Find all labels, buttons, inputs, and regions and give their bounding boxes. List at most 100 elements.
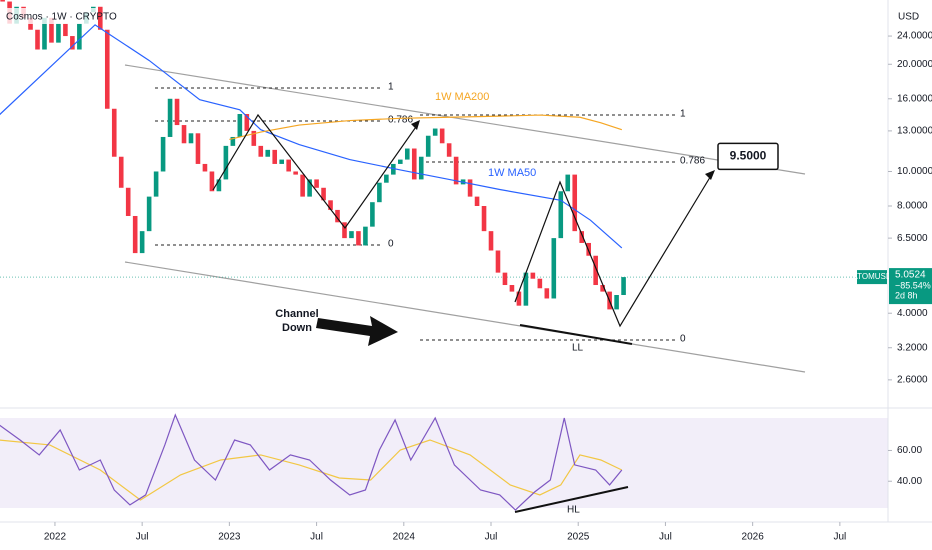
x-tick-label: 2025 [567,532,590,543]
y-tick-label: 8.0000 [897,201,928,212]
hl-line [514,486,629,513]
candle [544,288,550,299]
rsi-tick-label: 60.00 [897,445,922,456]
candle [342,222,347,239]
x-tick-label: Jul [136,532,149,543]
arrowhead [411,120,420,130]
candle [391,163,396,175]
candle [188,133,194,144]
candle [453,156,459,185]
candle [77,23,82,50]
candle [349,231,354,239]
candle [251,130,257,146]
candle [63,23,68,37]
x-tick-label: 2026 [742,532,765,543]
candle [209,171,215,192]
candle [181,125,187,144]
x-tick-label: 2024 [393,532,416,543]
candle [551,238,557,299]
candle [237,114,243,137]
candle [516,291,522,306]
target-box [717,142,779,171]
candle [167,98,173,137]
channel-label: Channel [275,308,318,320]
candle [70,36,75,50]
candle [509,285,515,292]
zigzag [212,113,419,230]
candle [104,29,110,109]
candle [474,196,480,207]
ma200-label: 1W MA200 [435,91,489,103]
x-tick-label: Jul [833,532,846,543]
candle [56,23,61,43]
price-box [889,268,932,305]
candle [488,231,494,251]
candle [558,191,564,239]
candle [118,156,124,188]
candle [35,29,40,50]
candle [244,114,250,131]
candle [195,133,201,164]
candle [307,179,312,197]
candle [523,272,529,306]
y-tick-label: 20.0000 [897,59,932,70]
candle [502,272,508,286]
candle [356,231,361,246]
candle [314,179,319,188]
candle [230,136,236,146]
candle [481,206,487,232]
symbol-box [857,270,887,285]
candle [593,255,598,286]
change-label: −85.54% [895,280,931,290]
candle [321,187,326,201]
candle [600,285,605,292]
candle [160,136,166,172]
y-tick-label: 13.0000 [897,126,932,137]
channel-label: Down [282,322,312,334]
ll-label: LL [572,343,584,354]
candle [42,17,47,50]
candle [286,159,291,172]
candle [272,149,278,164]
hl-label: HL [567,505,580,516]
ma-line [229,114,623,141]
candle [49,17,54,43]
fib-label: 0 [388,239,394,250]
candle [418,156,424,180]
y-tick-label: 24.0000 [897,31,932,42]
candle [565,174,571,192]
fib-label: 1 [680,109,686,120]
countdown-label: 2d 8h [895,290,918,300]
candle [377,182,382,203]
candle [153,171,159,197]
rsi-line [0,413,623,511]
fib-label: 0 [680,334,686,345]
candle [579,231,585,243]
rsi-band [0,418,888,508]
candle [432,128,438,136]
y-tick-label: 16.0000 [897,93,932,104]
x-tick-label: Jul [485,532,498,543]
candle [537,278,543,289]
x-tick-label: Jul [659,532,672,543]
candle [328,200,333,210]
price-label: 5.0524 [895,270,926,281]
y-tick-label: 3.2000 [897,342,928,353]
candle [384,174,389,183]
candle [335,209,340,223]
candle [467,179,473,197]
x-tick-label: 2022 [44,532,67,543]
channel-arrow [316,316,398,346]
candle [530,272,536,279]
zigzag [514,173,713,328]
candle [398,159,403,164]
fib-label: 0.786 [680,156,705,167]
candle [132,215,138,254]
candle [293,171,298,175]
currency: USD [898,12,919,23]
title-bg [2,8,98,24]
candle [125,187,131,216]
candle [300,174,305,197]
candle [446,143,452,157]
